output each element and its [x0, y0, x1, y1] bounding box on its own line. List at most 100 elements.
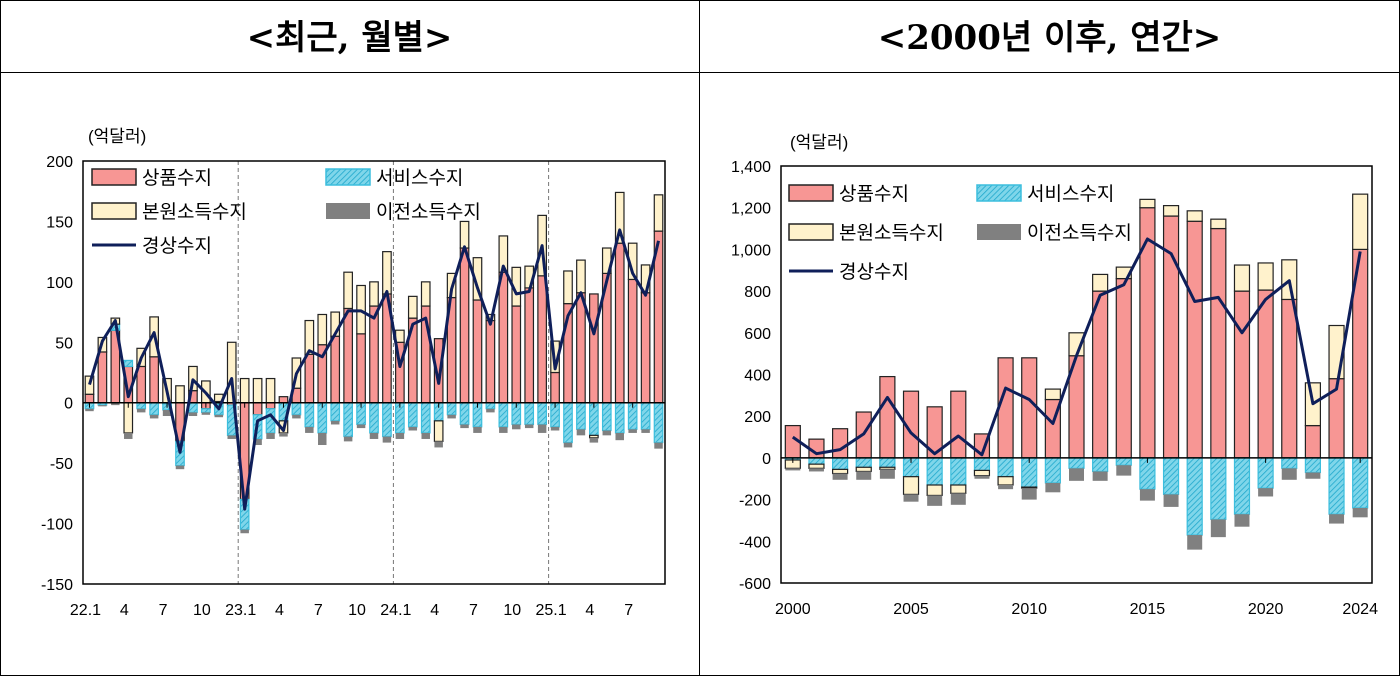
bar-secondary-24.7: [473, 426, 482, 433]
bar-goods-2020: [1257, 289, 1274, 459]
legend-label: 이전소득수지: [376, 201, 481, 223]
bar-goods-23.2: [252, 402, 263, 416]
bar-secondary-24.5: [447, 414, 456, 419]
bar-secondary-24.2: [408, 426, 418, 431]
y-tick-label: -150: [41, 577, 73, 594]
bar-services-2023: [1328, 457, 1345, 515]
bar-goods-22.1: [84, 393, 95, 404]
x-tick-label: 24.1: [380, 602, 411, 619]
x-tick-label: 2020: [1248, 601, 1284, 618]
bar-secondary-2011: [1045, 482, 1061, 493]
y-tick-label: -200: [739, 493, 771, 510]
legend-swatch-services: [325, 168, 371, 186]
y-tick-label: 0: [762, 451, 771, 468]
bar-goods-25.6: [614, 242, 625, 404]
bar-secondary-22.12: [227, 435, 236, 439]
x-tick-label: 10: [503, 602, 521, 619]
bar-primary-24.3: [420, 281, 431, 307]
bar-secondary-23.8: [330, 420, 340, 425]
legend-label: 경상수지: [142, 235, 212, 257]
bar-secondary-25.5: [602, 430, 612, 436]
bar-primary-2017: [1186, 210, 1203, 222]
bar-goods-2018: [1210, 227, 1227, 459]
x-tick-label: 2010: [1011, 601, 1047, 618]
legend-swatch-goods: [91, 168, 137, 186]
bar-goods-22.2: [97, 351, 108, 404]
bar-goods-2014: [1115, 277, 1132, 459]
bar-goods-2004: [879, 375, 896, 459]
x-tick-label: 7: [469, 602, 478, 619]
bar-services-24.2: [407, 402, 418, 428]
bar-goods-24.7: [472, 299, 483, 404]
legend-swatch-goods: [788, 184, 834, 202]
bar-secondary-24.1: [395, 432, 405, 439]
bar-secondary-22.8: [175, 465, 185, 470]
bar-secondary-24.6: [460, 424, 469, 429]
bar-primary-25.9: [653, 194, 664, 232]
bar-goods-2007: [950, 390, 967, 459]
bar-services-23.12: [382, 402, 392, 438]
bar-services-24.3: [420, 402, 431, 434]
bar-secondary-23.3: [266, 432, 275, 439]
y-tick-label: 50: [55, 335, 73, 352]
bar-secondary-23.10: [356, 424, 366, 429]
bar-secondary-2019: [1234, 514, 1250, 527]
y-tick-label: -400: [739, 534, 771, 551]
y-tick-label: 200: [46, 154, 73, 171]
bar-services-24.12: [537, 402, 547, 426]
bar-services-2006: [926, 457, 943, 486]
bar-primary-2004: [879, 466, 896, 470]
bar-services-24.8: [485, 402, 496, 410]
bar-primary-2001: [808, 463, 825, 469]
bar-secondary-2024: [1352, 507, 1368, 518]
y-tick-label: 0: [64, 396, 73, 413]
bar-secondary-2005: [903, 494, 919, 502]
bar-secondary-25.7: [628, 429, 637, 433]
bar-services-2024: [1352, 457, 1369, 509]
bar-services-2001: [808, 457, 825, 465]
bar-services-2017: [1186, 457, 1203, 536]
bar-services-24.6: [459, 402, 470, 426]
x-tick-label: 10: [348, 602, 366, 619]
legend-swatch-secondary: [326, 203, 370, 219]
bar-services-2019: [1233, 457, 1251, 515]
bar-services-2004: [879, 457, 896, 468]
bar-secondary-2022: [1305, 472, 1321, 479]
bar-goods-24.8: [485, 319, 496, 404]
unit-label: (억달러): [88, 127, 146, 146]
legend-label: 서비스수지: [376, 167, 463, 189]
bar-primary-25.3: [576, 259, 586, 294]
bar-goods-2009: [997, 357, 1014, 459]
bar-services-22.4: [123, 359, 134, 368]
bar-secondary-24.8: [486, 408, 495, 413]
bar-goods-24.6: [459, 247, 470, 404]
bar-services-2014: [1115, 457, 1132, 466]
bar-secondary-23.6: [305, 426, 314, 433]
bar-goods-25.4: [589, 293, 599, 404]
bar-secondary-2003: [856, 471, 872, 480]
bar-secondary-22.5: [136, 408, 146, 413]
bar-services-2022: [1304, 457, 1322, 474]
bar-secondary-2016: [1163, 494, 1179, 507]
x-tick-label: 22.1: [70, 602, 101, 619]
current-account-line: [88, 228, 660, 511]
bar-services-2012: [1068, 457, 1085, 469]
y-tick-label: 1,200: [731, 201, 771, 218]
y-tick-label: 200: [744, 409, 771, 426]
x-tick-label: 10: [193, 602, 211, 619]
y-tick-label: -50: [50, 456, 73, 473]
bar-secondary-2020: [1258, 488, 1274, 497]
bar-secondary-22.9: [188, 412, 198, 417]
unit-label: (억달러): [790, 133, 848, 152]
bar-goods-22.5: [136, 365, 147, 404]
legend-label: 이전소득수지: [1027, 222, 1132, 244]
bar-primary-2015: [1139, 198, 1156, 209]
bar-goods-2010: [1021, 357, 1038, 459]
bar-secondary-24.10: [512, 424, 521, 430]
bar-secondary-2023: [1329, 514, 1345, 524]
legend-label: 상품수지: [839, 183, 909, 205]
bar-services-2008: [973, 457, 991, 472]
bar-goods-2022: [1304, 424, 1322, 459]
bar-secondary-2004: [879, 469, 895, 479]
